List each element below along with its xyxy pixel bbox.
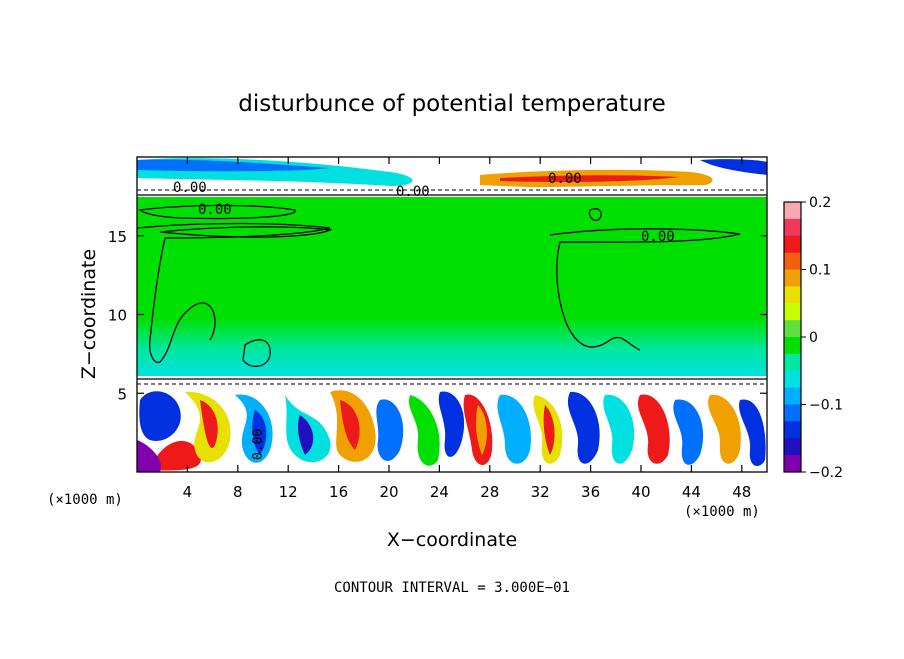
upper-layer-blob [700,159,767,175]
colorbar-tick-label: 0 [809,330,818,346]
contour-line [138,204,296,220]
upper-layer-blob [500,175,680,182]
contour-label: 0.00 [198,202,232,218]
contour-line [549,228,741,351]
x-axis: 4 8 12 16 20 24 28 32 36 40 44 48 [183,157,751,501]
upper-layer-blob [137,185,767,197]
colorbar-tick-label: −0.2 [809,465,843,481]
lower-layer-cap [137,376,767,386]
x-tick-label: 40 [631,483,650,501]
x-tick-label: 8 [233,483,243,501]
x-tick-label: 24 [430,483,449,501]
x-tick-label: 36 [581,483,600,501]
y-axis-label: Z−coordinate [78,249,100,379]
contour-label: 0.00 [396,184,430,200]
chart-title: disturbunce of potential temperature [238,91,666,117]
colorbar-swatch [784,337,801,355]
colorbar-swatch [784,286,801,304]
colorbar-tick-label: −0.1 [809,398,843,414]
x-tick-label: 4 [183,483,193,501]
x-tick-label: 16 [329,483,348,501]
x-tick-label: 28 [480,483,499,501]
colorbar-swatch [784,353,801,372]
colorbar-tick-label: 0.1 [809,263,831,279]
upper-layer-blob [137,159,330,172]
lower-layer-plumes [137,390,766,472]
colorbar-swatch [784,269,801,287]
contour-label: 0.00 [641,229,675,245]
colorbar-swatch [784,387,801,405]
colorbar-swatch [784,303,801,321]
colorbar-swatch [784,455,801,473]
colorbar: 0.2 0.1 0 −0.1 −0.2 [783,195,843,481]
contour-label: 0.00 [173,180,207,196]
colorbar-swatch [784,404,801,422]
colorbar-swatch [784,421,801,439]
contour-line [137,222,331,364]
x-unit-left: (×1000 m) [47,492,123,508]
y-tick-label: 5 [117,385,127,403]
plot-area: 0.00 0.00 0.00 0.00 0.00 0.00 [137,157,767,472]
contour-label: 0.00 [548,171,582,187]
field-transition-band [137,318,767,376]
colorbar-swatch [784,320,801,338]
contour-label: 0.00 [251,429,266,460]
x-unit-right: (×1000 m) [684,504,760,520]
colorbar-swatch [784,218,801,237]
contour-line [242,339,271,367]
colorbar-swatch [784,438,801,456]
x-tick-label: 48 [732,483,751,501]
contour-interval-note: CONTOUR INTERVAL = 3.000E−01 [334,580,570,596]
colorbar-swatch [784,252,801,270]
y-axis: 5 10 15 [108,228,767,403]
x-tick-label: 20 [379,483,398,501]
contour-line [588,208,602,221]
x-axis-label: X−coordinate [387,529,517,551]
colorbar-swatch [784,235,801,254]
colorbar-tick-label: 0.2 [809,195,831,211]
y-tick-label: 10 [108,307,127,325]
x-tick-label: 32 [531,483,550,501]
x-tick-label: 12 [279,483,298,501]
x-tick-label: 44 [682,483,701,501]
y-tick-label: 15 [108,228,127,246]
colorbar-swatch [784,202,801,220]
colorbar-swatch [784,370,801,389]
